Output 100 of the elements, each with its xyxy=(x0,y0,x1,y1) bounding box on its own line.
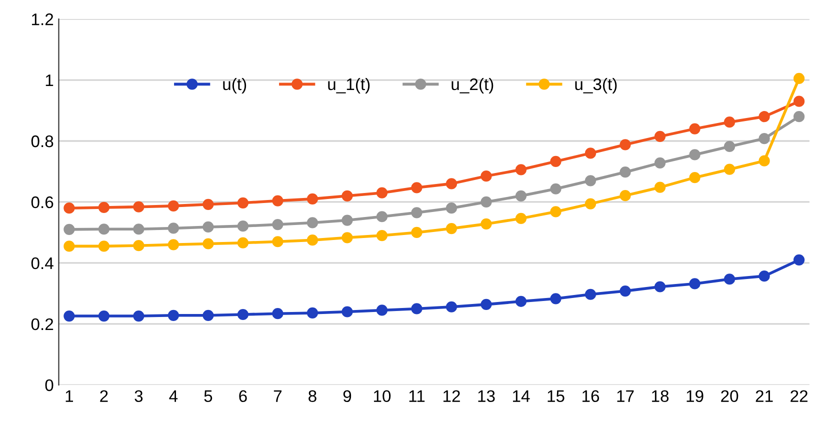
point xyxy=(64,224,75,235)
point xyxy=(133,240,144,252)
point xyxy=(515,212,527,224)
x-tick-label: 10 xyxy=(374,390,391,402)
point xyxy=(758,270,770,282)
x-tick-label: 3 xyxy=(134,390,143,402)
x-tick-label: 13 xyxy=(478,390,495,402)
point xyxy=(237,308,249,320)
point xyxy=(480,218,492,230)
point xyxy=(411,182,422,194)
point xyxy=(272,308,284,320)
point xyxy=(202,310,214,321)
point xyxy=(272,195,284,206)
x-tick-label: 1 xyxy=(66,390,73,402)
point xyxy=(550,183,562,194)
point xyxy=(446,222,458,234)
point xyxy=(411,226,422,238)
point xyxy=(64,310,75,322)
point xyxy=(793,254,805,266)
point xyxy=(758,155,770,166)
point xyxy=(550,293,562,304)
point xyxy=(168,310,179,321)
point xyxy=(724,164,736,175)
point xyxy=(133,310,144,322)
point xyxy=(168,239,179,250)
point xyxy=(306,307,318,319)
point xyxy=(480,196,492,208)
point xyxy=(584,148,596,159)
x-tick-label: 20 xyxy=(721,390,738,402)
point xyxy=(515,164,527,176)
point xyxy=(98,202,110,214)
legend-label: u_1(t) xyxy=(328,78,370,94)
point xyxy=(64,240,75,252)
point xyxy=(202,221,214,233)
x-tick-label: 7 xyxy=(274,390,282,402)
point xyxy=(584,175,596,186)
point xyxy=(550,156,562,167)
legend-label: u_3(t) xyxy=(575,78,617,94)
point xyxy=(202,198,214,210)
point xyxy=(272,218,284,230)
point xyxy=(689,278,700,290)
point xyxy=(446,178,458,190)
point xyxy=(64,202,75,214)
point xyxy=(306,217,318,228)
point xyxy=(793,96,805,107)
x-tick-label: 17 xyxy=(617,390,634,402)
point xyxy=(584,288,596,300)
point xyxy=(758,133,770,144)
x-tick-label: 21 xyxy=(756,390,773,402)
point xyxy=(550,206,562,218)
point xyxy=(654,130,666,142)
point xyxy=(689,172,700,184)
point xyxy=(446,301,458,312)
y-tick-label: 1.2 xyxy=(32,13,54,26)
point xyxy=(724,140,736,152)
point xyxy=(133,201,144,212)
y-tick-label: 0.2 xyxy=(31,318,54,330)
point xyxy=(98,310,110,322)
point xyxy=(654,157,666,169)
point xyxy=(411,207,422,218)
x-tick-label: 16 xyxy=(582,390,600,402)
point xyxy=(342,190,353,202)
point xyxy=(654,281,666,292)
point xyxy=(620,166,631,178)
point xyxy=(480,298,492,310)
point xyxy=(724,274,736,285)
point xyxy=(515,190,527,202)
point xyxy=(620,285,631,297)
point xyxy=(376,187,388,198)
x-tick-label: 5 xyxy=(204,390,212,402)
point xyxy=(689,149,700,160)
y-tick-label: 0.8 xyxy=(31,135,54,148)
point xyxy=(306,193,318,204)
point xyxy=(793,111,805,122)
x-tick-label: 2 xyxy=(100,390,108,402)
point xyxy=(376,211,388,222)
point xyxy=(411,303,422,314)
x-tick-label: 11 xyxy=(409,390,425,402)
x-tick-label: 8 xyxy=(308,390,316,402)
point xyxy=(376,304,388,316)
y-tick-label: 1 xyxy=(46,74,54,86)
y-tick-label: 0.4 xyxy=(31,257,54,270)
point xyxy=(620,139,631,150)
x-tick-label: 14 xyxy=(513,390,530,402)
x-tick-label: 9 xyxy=(343,390,352,402)
point xyxy=(689,123,700,134)
point xyxy=(584,198,596,210)
y-tick-label: 0 xyxy=(45,379,54,392)
point xyxy=(237,220,249,232)
point xyxy=(480,170,492,182)
x-tick-label: 19 xyxy=(686,390,704,402)
x-tick-label: 12 xyxy=(443,390,460,402)
point xyxy=(202,238,214,250)
point xyxy=(168,222,179,234)
x-tick-label: 6 xyxy=(239,390,247,402)
point xyxy=(237,237,249,248)
point xyxy=(168,200,179,212)
point xyxy=(342,306,353,318)
legend-label: u(t) xyxy=(223,78,246,94)
point xyxy=(758,111,770,122)
